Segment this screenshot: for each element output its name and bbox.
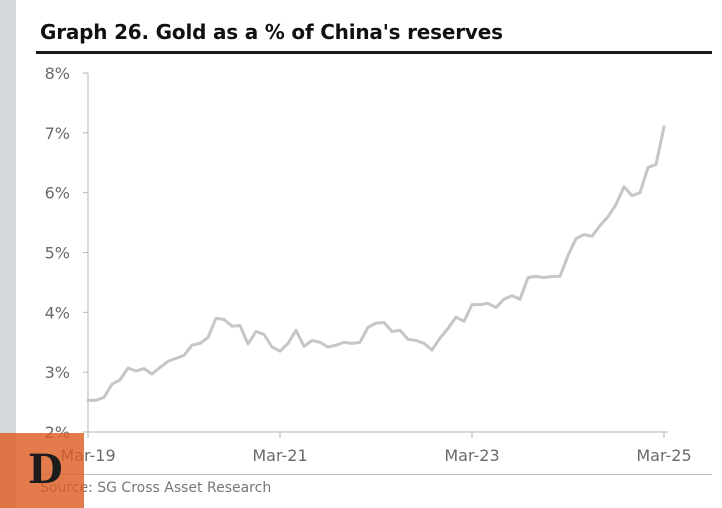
y-axis: 2%3%4%5%6%7%8%	[45, 64, 89, 442]
x-tick-label: Mar-23	[444, 446, 499, 465]
publisher-logo	[0, 433, 84, 508]
source-divider	[40, 474, 712, 475]
chart-title: Graph 26. Gold as a % of China's reserve…	[40, 20, 503, 44]
y-tick-label: 4%	[45, 303, 70, 322]
x-axis: Mar-19 Mar-21 Mar-23 Mar-25	[60, 431, 692, 465]
y-tick-label: 5%	[45, 244, 70, 263]
x-tick-label: Mar-25	[636, 446, 691, 465]
series-group	[86, 125, 666, 402]
x-tick-label: Mar-21	[252, 446, 307, 465]
source-note: Source: SG Cross Asset Research	[40, 480, 272, 496]
publisher-logo-letter: D	[28, 446, 63, 493]
title-underline	[36, 51, 712, 54]
y-tick-label: 3%	[45, 363, 70, 382]
series-line	[86, 125, 666, 402]
y-tick-label: 7%	[45, 124, 70, 143]
y-tick-label: 6%	[45, 184, 70, 203]
left-edge-bar	[0, 0, 16, 508]
y-tick-label: 8%	[45, 64, 70, 83]
